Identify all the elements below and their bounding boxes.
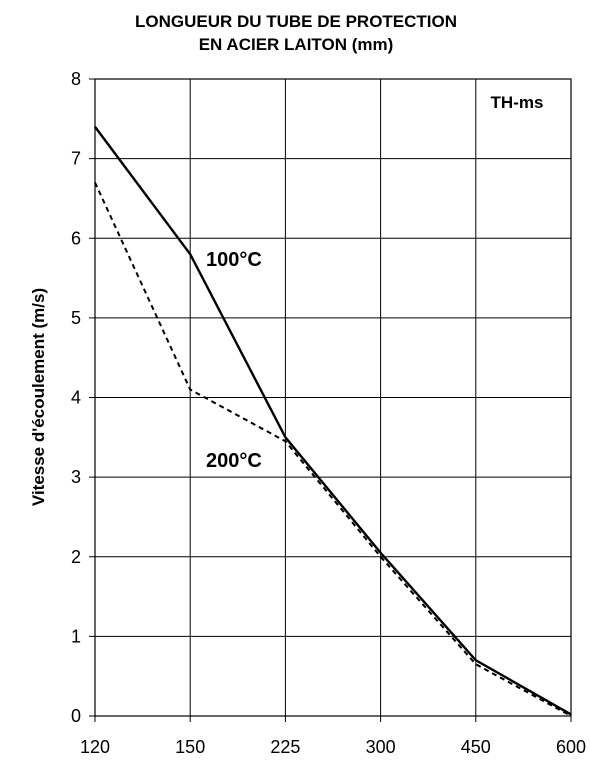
y-axis-label: Vitesse d'écoulement (m/s) xyxy=(29,288,48,506)
x-tick-label: 150 xyxy=(175,737,205,757)
y-tick-label: 4 xyxy=(71,388,81,408)
chart-title-line1: LONGUEUR DU TUBE DE PROTECTION xyxy=(135,12,457,31)
x-tick-labels: 120 150 225 300 450 600 xyxy=(80,716,586,757)
plot-area-frame xyxy=(94,78,572,717)
y-tick-label: 7 xyxy=(71,149,81,169)
y-tick-label: 3 xyxy=(71,467,81,487)
y-tick-label: 5 xyxy=(71,308,81,328)
y-tick-label: 1 xyxy=(71,626,81,646)
series-lines xyxy=(94,126,572,717)
x-tick-label: 450 xyxy=(461,737,491,757)
series-line-100c xyxy=(94,126,572,716)
series-line-200c xyxy=(94,182,572,717)
x-tick-label: 300 xyxy=(366,737,396,757)
y-tick-label: 2 xyxy=(71,547,81,567)
annotation-th-ms: TH-ms xyxy=(491,93,544,112)
series-label-100c: 100°C xyxy=(206,249,262,271)
series-label-200c: 200°C xyxy=(206,450,262,472)
y-tick-label: 6 xyxy=(71,228,81,248)
x-tick-label: 225 xyxy=(270,737,300,757)
y-tick-label: 8 xyxy=(71,69,81,89)
x-tick-label: 120 xyxy=(80,737,110,757)
grid-lines xyxy=(95,79,571,716)
y-tick-label: 0 xyxy=(71,706,81,726)
y-tick-labels: 0 1 2 3 4 5 6 7 8 xyxy=(71,69,95,726)
chart-title-line2: EN ACIER LAITON (mm) xyxy=(199,35,394,54)
x-tick-label: 600 xyxy=(556,737,586,757)
